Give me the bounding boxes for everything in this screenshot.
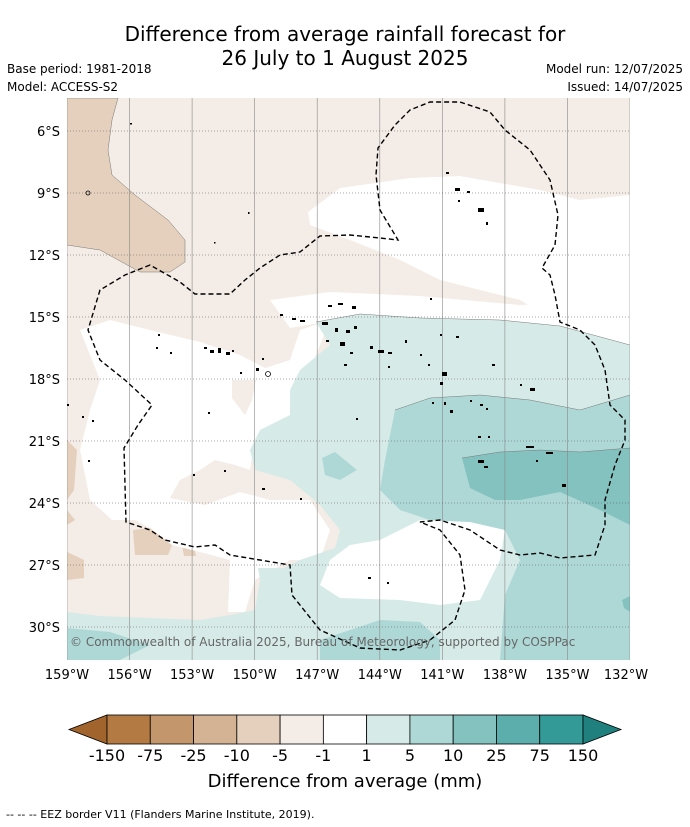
lon-label: 156°W: [108, 668, 152, 683]
colorbar-arrow-low: [67, 714, 108, 745]
colorbar-segment: [193, 714, 238, 745]
fill-region-normal-west: [80, 320, 330, 612]
colorbar-segment: [149, 714, 194, 745]
model-run: Model run: 12/07/2025: [545, 62, 683, 76]
meta-right: Model run: 12/07/2025 Issued: 14/07/2025: [546, 60, 683, 96]
fill-region-wet-strong: [462, 448, 630, 525]
lon-label: 144°W: [358, 668, 402, 683]
longitude-labels: 159°W 156°W 153°W 150°W 147°W 144°W 141°…: [45, 668, 648, 683]
lon-label: 138°W: [483, 668, 527, 683]
fill-region-wet-light-south: [258, 568, 320, 600]
colorbar-tick: -150: [89, 746, 125, 765]
colorbar-segment: [236, 714, 281, 745]
fill-region-wet-mid-sw: [67, 628, 150, 660]
latitude-gridlines: [67, 130, 630, 628]
fill-region-dry-mid-west: [67, 440, 77, 500]
lat-label: 12°S: [29, 249, 60, 264]
base-period: Base period: 1981-2018: [7, 62, 152, 76]
lon-label: 132°W: [604, 668, 648, 683]
title-line-1: Difference from average rainfall forecas…: [124, 22, 566, 46]
colorbar-segment: [539, 714, 584, 745]
colorbar-arrow-high: [582, 714, 623, 745]
fill-region-normal-north: [308, 176, 630, 340]
colorbar-tick: -10: [224, 746, 250, 765]
colorbar-tick: 25: [486, 746, 506, 765]
colorbar-segment: [409, 714, 454, 745]
colorbar-tick: -75: [137, 746, 163, 765]
fill-region-wet-strong-edge: [622, 596, 630, 612]
longitude-gridlines: [67, 98, 630, 660]
lon-label: 150°W: [233, 668, 277, 683]
fill-region-dry-mid-north: [67, 98, 185, 272]
colorbar: [67, 714, 623, 745]
issued-date: Issued: 14/07/2025: [567, 80, 683, 94]
fill-region-dry-light-island: [232, 380, 256, 415]
colorbar-segment: [496, 714, 541, 745]
colorbar-segment: [322, 714, 368, 745]
colorbar-label: Difference from average (mm): [207, 771, 483, 792]
footer-note: -- -- -- EEZ border V11 (Flanders Marine…: [6, 808, 315, 821]
islands: [67, 123, 566, 584]
fill-region-dry-mid-west-2: [67, 510, 75, 525]
lat-label: 6°S: [37, 125, 60, 140]
latitude-labels: 6°S 9°S 12°S 15°S 18°S 21°S 24°S 27°S 30…: [29, 125, 60, 636]
lat-label: 24°S: [29, 497, 60, 512]
colorbar-segment: [366, 714, 411, 745]
colorbar-segment: [452, 714, 497, 745]
lon-label: 147°W: [295, 668, 339, 683]
colorbar-tick: -25: [180, 746, 206, 765]
lon-label: 141°W: [420, 668, 464, 683]
lat-label: 30°S: [29, 621, 60, 636]
map-title: Difference from average rainfall forecas…: [0, 22, 690, 70]
colorbar-tick: 10: [443, 746, 463, 765]
lat-label: 27°S: [29, 559, 60, 574]
lat-label: 9°S: [37, 187, 60, 202]
meta-left: Base period: 1981-2018 Model: ACCESS-S2: [7, 60, 152, 96]
fill-region-normal-south-pocket: [320, 520, 505, 605]
colorbar-tick: 1: [362, 746, 372, 765]
lat-label: 15°S: [29, 311, 60, 326]
model-name: Model: ACCESS-S2: [7, 80, 119, 94]
lon-label: 159°W: [45, 668, 89, 683]
fill-region-dry-mid-south: [133, 528, 172, 555]
lat-label: 18°S: [29, 373, 60, 388]
colorbar-tick: -5: [272, 746, 288, 765]
colorbar-tick: 150: [568, 746, 599, 765]
fill-region-wet-mid-islet: [322, 452, 357, 480]
lon-label: 135°W: [545, 668, 589, 683]
colorbar-tick: 5: [405, 746, 415, 765]
lon-label: 153°W: [170, 668, 214, 683]
colorbar-tick: 75: [530, 746, 550, 765]
copyright-text: © Commonwealth of Australia 2025, Bureau…: [70, 635, 575, 649]
lat-label: 21°S: [29, 435, 60, 450]
colorbar-segment: [279, 714, 324, 745]
eez-border: [87, 101, 626, 651]
colorbar-tick: -1: [315, 746, 331, 765]
colorbar-tick-labels: -150 -75 -25 -10 -5 -1 1 5 10 25 75 150: [89, 746, 598, 765]
map-area: © Commonwealth of Australia 2025, Bureau…: [67, 98, 630, 660]
colorbar-segment: [106, 714, 151, 745]
fill-region-dry-mid-sw: [67, 552, 84, 580]
title-line-2: 26 July to 1 August 2025: [221, 46, 469, 70]
